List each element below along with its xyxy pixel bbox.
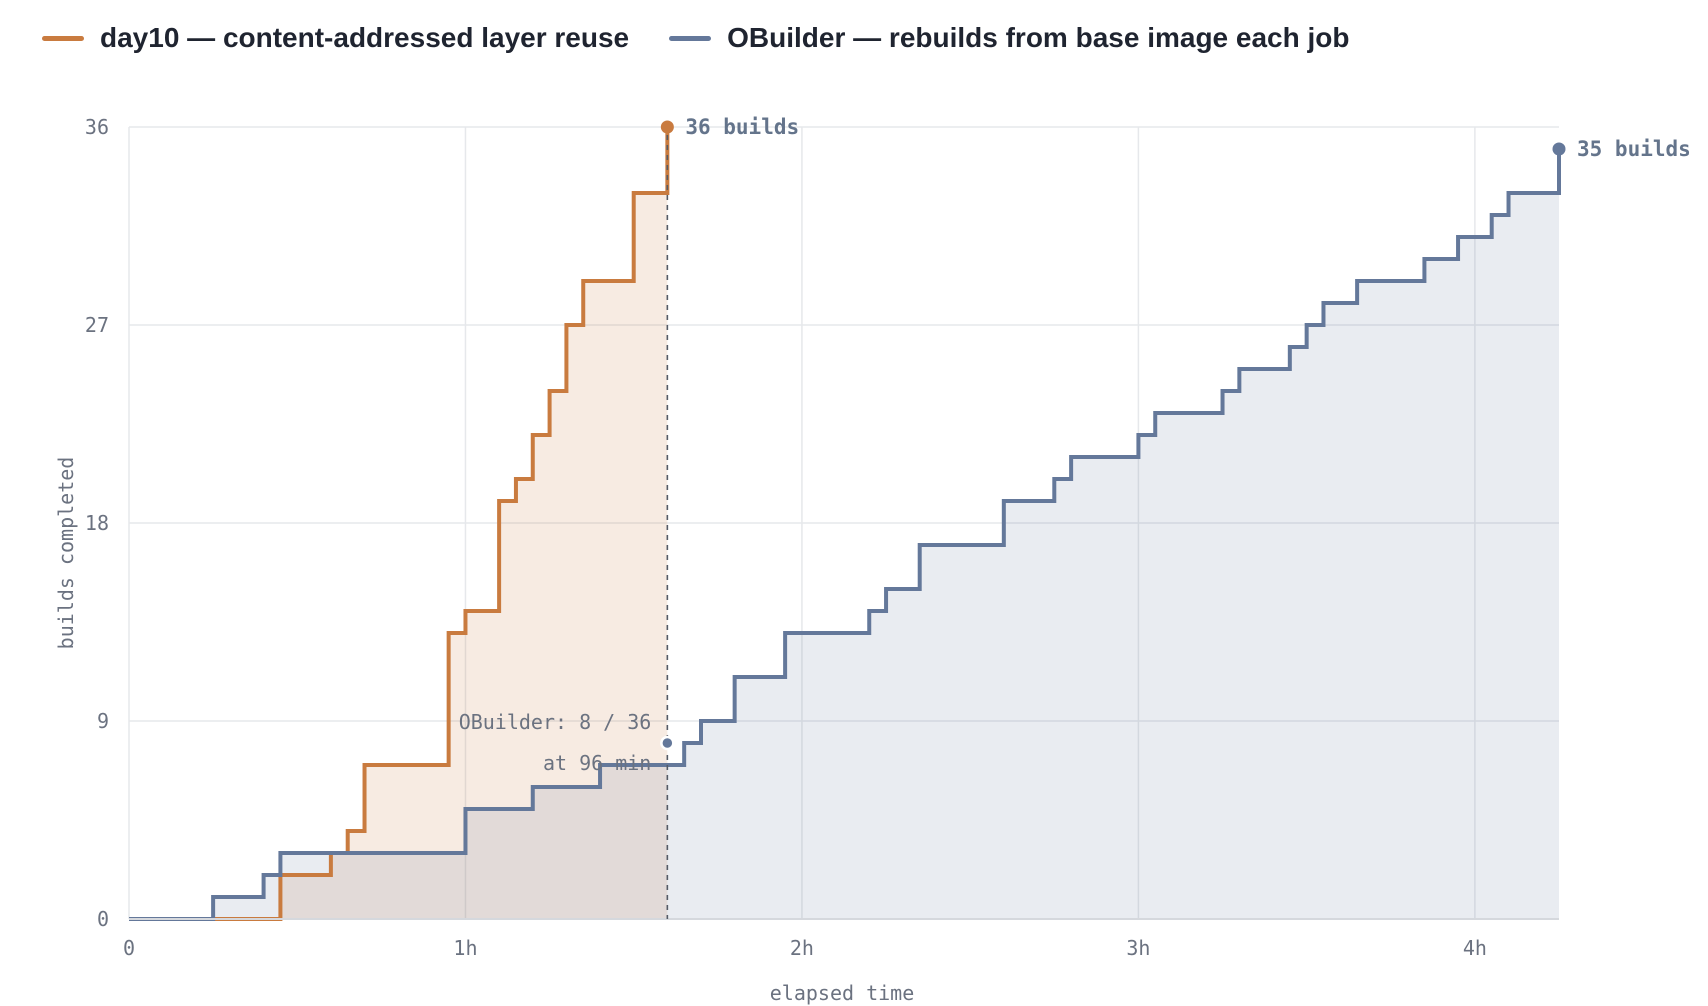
series-end-label-1: 35 builds (1577, 137, 1691, 161)
y-axis-title: builds completed (54, 457, 78, 650)
series-end-label-0: 36 builds (685, 115, 799, 139)
x-tick-label: 4h (1463, 936, 1487, 960)
x-axis-title: elapsed time (770, 981, 915, 1005)
area-fills (129, 127, 1559, 919)
legend-item-obuilder[interactable]: OBuilder — rebuilds from base image each… (669, 22, 1350, 54)
legend-label-obuilder: OBuilder — rebuilds from base image each… (727, 22, 1350, 53)
x-tick-label: 0 (123, 936, 135, 960)
series-area-1 (129, 149, 1559, 919)
annotation-text-1: at 96 min (543, 751, 651, 775)
y-tick-label: 0 (97, 907, 109, 931)
annotation-text-0: OBuilder: 8 / 36 (459, 710, 652, 734)
x-tick-label: 1h (453, 936, 477, 960)
series-line-1 (129, 149, 1561, 921)
y-tick-label: 36 (85, 115, 109, 139)
grid-lines (128, 126, 1559, 920)
legend-swatch-obuilder (669, 35, 712, 41)
series-area-0 (129, 127, 668, 919)
x-tick-label: 2h (790, 936, 814, 960)
legend-swatch-day10 (42, 35, 84, 41)
axes: 0 9 18 27 36 0 1h 2h 3h 4h elapsed time builds comp… (54, 115, 1559, 1005)
x-tick-label: 3h (1126, 936, 1150, 960)
chart-legend: day10 — content-addressed layer reuse OB… (42, 18, 1350, 58)
y-tick-label: 9 (97, 709, 109, 733)
legend-label-day10: day10 — content-addressed layer reuse (100, 22, 630, 53)
series-lines (129, 127, 1561, 921)
legend-item-day10[interactable]: day10 — content-addressed layer reuse (42, 22, 629, 54)
series-end-marker-1 (1552, 142, 1566, 156)
y-tick-label: 18 (85, 511, 109, 535)
series-end-marker-0 (660, 120, 674, 134)
y-tick-label: 27 (85, 313, 109, 337)
annotations: 36 builds 35 builds OBuilder: 8 / 36 at 96 … (459, 115, 1691, 919)
annotation-point (660, 735, 675, 751)
